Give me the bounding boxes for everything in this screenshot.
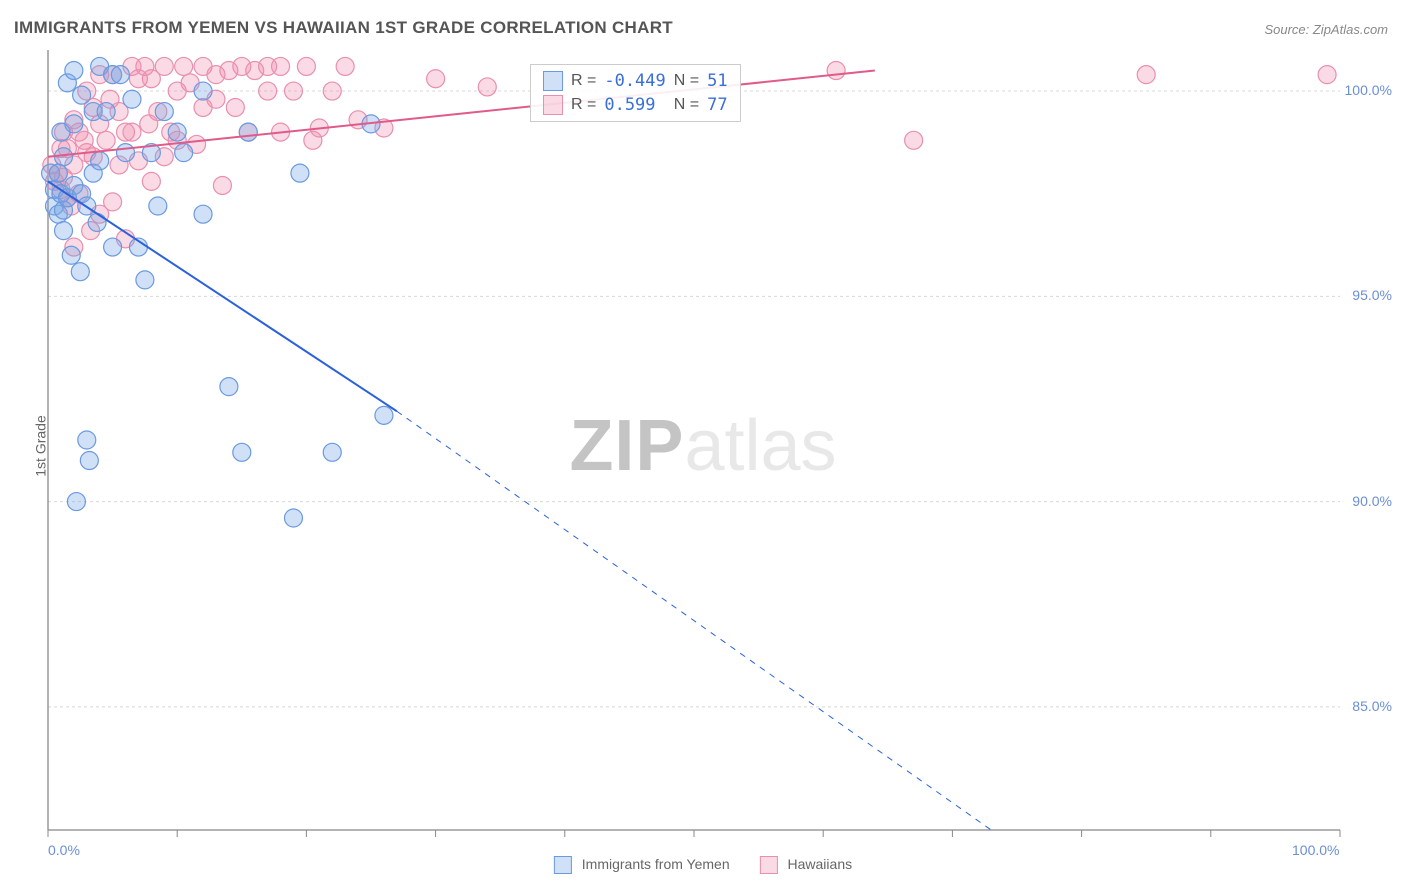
x-tick-label: 100.0% [1292,842,1339,858]
scatter-plot-svg [0,0,1406,892]
stats-swatch-hawaii [543,95,563,115]
y-tick-label: 95.0% [1332,287,1392,303]
stats-box: R = -0.449 N = 51 R = 0.599 N = 77 [530,64,741,122]
stats-n-hawaii: 77 [707,95,727,115]
stats-swatch-yemen [543,71,563,91]
legend-swatch-hawaii [760,856,778,874]
stats-r-hawaii: 0.599 [604,95,665,115]
y-tick-label: 90.0% [1332,493,1392,509]
legend-bottom: Immigrants from Yemen Hawaiians [554,856,852,874]
stats-n-label: N = [674,72,699,90]
legend-item-hawaii: Hawaiians [760,856,852,874]
legend-label-hawaii: Hawaiians [788,856,853,872]
stats-n-yemen: 51 [707,71,727,91]
stats-r-yemen: -0.449 [604,71,665,91]
stats-n-label-2: N = [674,96,699,114]
stats-r-label-2: R = [571,96,596,114]
x-tick-label: 0.0% [48,842,80,858]
stats-r-label: R = [571,72,596,90]
y-tick-label: 85.0% [1332,698,1392,714]
legend-swatch-yemen [554,856,572,874]
legend-label-yemen: Immigrants from Yemen [582,856,730,872]
y-tick-label: 100.0% [1332,82,1392,98]
legend-item-yemen: Immigrants from Yemen [554,856,730,874]
chart-container: IMMIGRANTS FROM YEMEN VS HAWAIIAN 1ST GR… [0,0,1406,892]
